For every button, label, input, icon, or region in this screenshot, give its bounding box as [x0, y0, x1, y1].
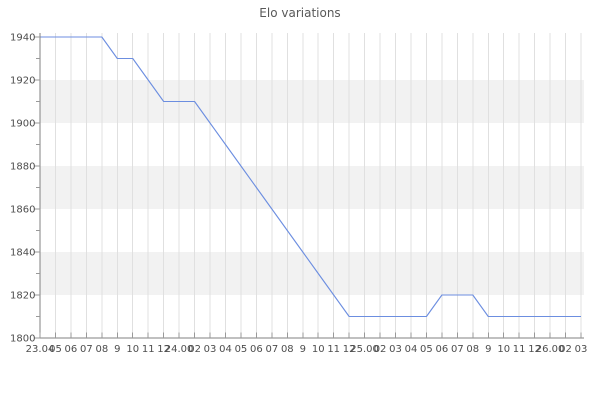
x-tick-label: 23.04 — [26, 344, 55, 355]
x-tick-label: 9 — [485, 344, 491, 355]
chart-title: Elo variations — [259, 6, 341, 20]
x-tick-label: 04 — [405, 344, 418, 355]
plot-band — [40, 252, 584, 295]
x-tick-label: 02 — [374, 344, 387, 355]
x-tick-label: 03 — [575, 344, 588, 355]
x-tick-label: 10 — [312, 344, 325, 355]
x-tick-label: 11 — [327, 344, 340, 355]
y-tick-label: 1880 — [10, 162, 35, 173]
x-tick-label: 9 — [300, 344, 306, 355]
x-tick-label: 04 — [219, 344, 232, 355]
x-tick-label: 05 — [235, 344, 248, 355]
y-tick-label: 1840 — [10, 248, 35, 259]
x-tick-label: 07 — [265, 344, 278, 355]
y-tick-label: 1920 — [10, 76, 35, 87]
y-tick-label: 1900 — [10, 119, 35, 130]
y-tick-label: 1940 — [10, 33, 35, 44]
x-tick-label: 12 — [528, 344, 541, 355]
x-tick-label: 12 — [343, 344, 356, 355]
x-tick-label: 10 — [126, 344, 139, 355]
x-tick-label: 9 — [114, 344, 120, 355]
x-tick-label: 26.00 — [536, 344, 565, 355]
x-tick-label: 03 — [204, 344, 217, 355]
x-tick-label: 06 — [250, 344, 263, 355]
x-tick-label: 02 — [559, 344, 572, 355]
x-tick-label: 25.00 — [350, 344, 379, 355]
y-tick-label: 1800 — [10, 334, 35, 345]
x-tick-label: 05 — [49, 344, 62, 355]
elo-line-series — [40, 36, 581, 318]
plot-band — [40, 166, 584, 209]
x-tick-label: 08 — [95, 344, 108, 355]
plot-band — [40, 80, 584, 123]
x-tick-label: 03 — [389, 344, 402, 355]
x-tick-label: 08 — [281, 344, 294, 355]
x-tick-label: 11 — [142, 344, 155, 355]
x-tick-label: 24.00 — [165, 344, 194, 355]
x-tick-label: 12 — [157, 344, 170, 355]
y-tick-label: 1860 — [10, 205, 35, 216]
x-tick-label: 08 — [466, 344, 479, 355]
x-tick-label: 06 — [436, 344, 449, 355]
x-tick-label: 07 — [451, 344, 464, 355]
x-tick-label: 06 — [65, 344, 78, 355]
x-tick-label: 07 — [80, 344, 93, 355]
x-tick-label: 05 — [420, 344, 433, 355]
x-tick-label: 11 — [513, 344, 526, 355]
x-tick-label: 02 — [188, 344, 201, 355]
y-tick-label: 1820 — [10, 291, 35, 302]
x-tick-label: 10 — [497, 344, 510, 355]
